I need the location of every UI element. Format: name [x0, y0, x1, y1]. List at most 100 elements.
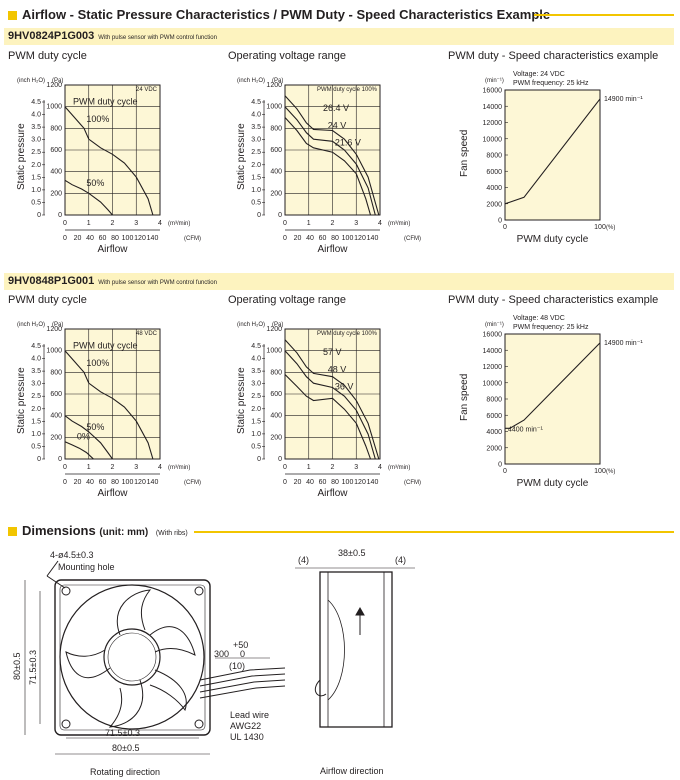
series-label: 57 V [323, 347, 342, 357]
tick-label-inch: 2.0 [31, 162, 41, 169]
speed-voltage: Voltage: 48 VDC [513, 315, 565, 322]
side-flange [383, 571, 393, 728]
unit-pa: (Pa) [272, 322, 283, 328]
tick-label-cfm: 100 [342, 235, 354, 242]
height-pitch: 71.5±0.3 [28, 650, 38, 685]
mounting-hole-spec: 4-ø4.5±0.3 [50, 550, 93, 560]
tick-label-cfm: 60 [99, 235, 107, 242]
series-line [504, 98, 601, 205]
tick-label-cfm: 120 [354, 235, 366, 242]
tick-label-pa: 0 [278, 212, 282, 219]
tick-label-m3: 0 [63, 220, 67, 227]
tick-label-pa: 1200 [46, 326, 62, 333]
tick-label-pa: 600 [270, 147, 282, 154]
tick-label-inch: 3.0 [251, 137, 261, 144]
tick-label-inch: 2.5 [251, 393, 261, 400]
tick-label-pa: 600 [50, 147, 62, 154]
tick-label-m3: 4 [378, 220, 382, 227]
tick-label-inch: 0.5 [31, 443, 41, 450]
section-title-dimensions: Dimensions (unit: mm) (With ribs) [22, 523, 188, 538]
tick-label-inch: 3.0 [251, 381, 261, 388]
grid [65, 329, 160, 459]
tick-label-pa: 200 [270, 190, 282, 197]
tick-label-inch: 0.5 [31, 199, 41, 206]
series-line [64, 441, 94, 460]
min-speed-label: 4400 min⁻¹ [508, 426, 543, 433]
tick-label-cfm: 100 [122, 479, 134, 486]
x-axis-label: Airflow [317, 488, 348, 499]
tick-label-inch: 1.5 [31, 418, 41, 425]
tick-label-cfm: 140 [367, 479, 379, 486]
tick-label-inch: 1.5 [251, 418, 261, 425]
tick-label-inch: 2.5 [31, 393, 41, 400]
tick-label-inch: 2.0 [251, 162, 261, 169]
chart-duty-note: PWM duty cycle 100% [317, 87, 378, 93]
dimensions-title: Dimensions [22, 523, 96, 538]
lead-length-minus: 0 [240, 649, 245, 659]
depth: 38±0.5 [338, 548, 365, 558]
pq-chart-voltage-1: (inch H₂O) (Pa)1200100080060040020004.54.… [236, 78, 421, 255]
series-label: 36 V [335, 382, 354, 392]
x-axis-label: Airflow [317, 244, 348, 255]
tick-label-cfm: 140 [147, 235, 159, 242]
x-axis-label: PWM duty cycle [517, 478, 589, 489]
tick-label-inch: 4.5 [251, 343, 261, 350]
lead-length: 300 [214, 649, 229, 659]
x-axis-label: Airflow [97, 488, 128, 499]
tick-label-m3: 4 [158, 220, 162, 227]
tick-label-cfm: 80 [111, 479, 119, 486]
fan-frame [54, 579, 211, 736]
chart-voltage: 24 VDC [136, 87, 158, 93]
chart-title: Operating voltage range [228, 294, 347, 306]
model-code-2: 9HV0848P1G001 With pulse sensor with PWM … [8, 275, 217, 287]
lead-wire-ul: UL 1430 [230, 732, 264, 742]
tick-label-m3: 0 [63, 464, 67, 471]
tick-label-pa: 0 [58, 212, 62, 219]
tick-label-m3: 1 [87, 220, 91, 227]
series-label: 0% [77, 432, 90, 442]
tick-label-cfm: 0 [283, 235, 287, 242]
mounting-hole-label: Mounting hole [58, 562, 115, 572]
lead-wire [199, 679, 286, 693]
tick-label-inch: 3.5 [31, 368, 41, 375]
y-axis-label: Static pressure [236, 123, 247, 190]
x-axis-label: Airflow [97, 244, 128, 255]
speed-chart-1: (min⁻¹) Voltage: 24 VDC PWM frequency: 25 … [459, 71, 643, 245]
unit-pa: (Pa) [272, 78, 283, 84]
fan-side-view: (4) (4) 38±0.5 Airflow direction [295, 548, 415, 776]
series-line [284, 106, 376, 216]
tick-label-cfm: 120 [134, 235, 146, 242]
tick-label-speed: 6000 [486, 169, 502, 176]
tick-label-m3: 2 [111, 220, 115, 227]
model-note: With pulse sensor with PWM control funct… [98, 35, 217, 41]
tick-label-cfm: 140 [147, 479, 159, 486]
fan-blade [149, 626, 196, 656]
tick-label-m3: 2 [331, 464, 335, 471]
tick-label-pa: 600 [270, 391, 282, 398]
tick-label-pa: 800 [50, 125, 62, 132]
chart-title: PWM duty cycle [8, 294, 87, 306]
chart-title: PWM duty cycle [8, 50, 87, 62]
tick-label-speed: 8000 [486, 397, 502, 404]
tick-label-inch: 1.5 [31, 174, 41, 181]
tick-label-speed: 4000 [486, 429, 502, 436]
fan-blade [108, 679, 144, 728]
y-axis-label: Static pressure [16, 367, 27, 434]
speed-chart-2: (min⁻¹) Voltage: 48 VDC PWM frequency: 25 … [459, 315, 643, 489]
series-label: 50% [86, 178, 104, 188]
chart-title: PWM duty - Speed characteristics example [448, 294, 659, 306]
tick-label-cfm: 0 [283, 479, 287, 486]
tick-label-inch: 2.5 [31, 149, 41, 156]
tick-label-m3: 4 [378, 464, 382, 471]
width-outer: 80±0.5 [112, 743, 139, 753]
max-speed-label: 14900 min⁻¹ [604, 340, 643, 347]
tick-label-cfm: 0 [63, 235, 67, 242]
pq-chart-voltage-2: (inch H₂O) (Pa)1200100080060040020004.54.… [236, 322, 421, 499]
tick-label-m3: 3 [134, 220, 138, 227]
tick-label-inch: 2.5 [251, 149, 261, 156]
tick-label-pa: 1000 [266, 348, 282, 355]
tick-label-m3: 3 [354, 220, 358, 227]
tick-label-speed: 0 [498, 462, 502, 469]
tick-label-speed: 8000 [486, 153, 502, 160]
unit-cfm: (CFM) [404, 236, 421, 242]
